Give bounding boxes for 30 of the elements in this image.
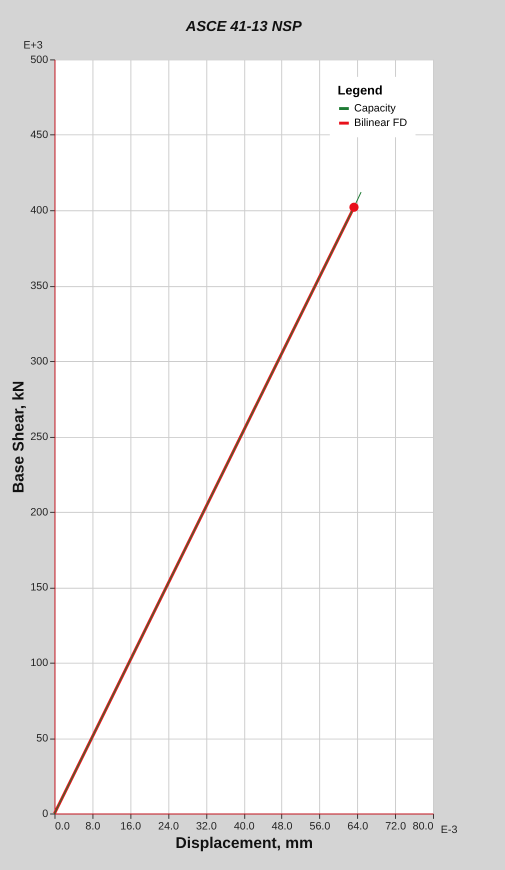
- y-tick-label: 50: [36, 732, 48, 745]
- y-tick-label: 400: [30, 204, 48, 217]
- y-axis-title: Base Shear, kN: [10, 380, 28, 494]
- x-tick-label: 0.0: [54, 820, 70, 833]
- x-tick-label: 24.0: [158, 820, 179, 833]
- y-tick-label: 250: [30, 430, 48, 443]
- x-tick-label: 16.0: [120, 820, 142, 833]
- text: E-3: [440, 824, 458, 836]
- x-tick-label: 56.0: [310, 820, 330, 833]
- y-tick-label: 500: [30, 54, 48, 66]
- x-tick-label: 48.0: [272, 820, 293, 833]
- y-tick-label: 450: [30, 129, 48, 142]
- x-tick-label: 64.0: [347, 820, 368, 833]
- text: E+3: [23, 40, 43, 52]
- y-tick-label: 150: [30, 582, 48, 594]
- x-tick-label: 72.0: [385, 820, 406, 833]
- chart-title: ASCE 41-13 NSP: [184, 19, 302, 36]
- x-tick-label: 40.0: [234, 820, 255, 833]
- x-tick-label: 8.0: [85, 820, 100, 833]
- x-axis-title: Displacement, mm: [176, 835, 313, 852]
- y-tick-label: 200: [30, 506, 48, 518]
- legend-label: Bilinear FD: [354, 117, 408, 130]
- y-tick-label: 0: [42, 808, 48, 820]
- x-tick-label: 80.0: [412, 820, 434, 833]
- legend-title: Legend: [338, 83, 383, 98]
- legend-label: Capacity: [354, 102, 396, 114]
- y-tick-label: 350: [30, 280, 48, 292]
- y-tick-label: 100: [30, 657, 48, 670]
- x-tick-label: 32.0: [196, 820, 217, 833]
- y-tick-label: 300: [30, 355, 48, 368]
